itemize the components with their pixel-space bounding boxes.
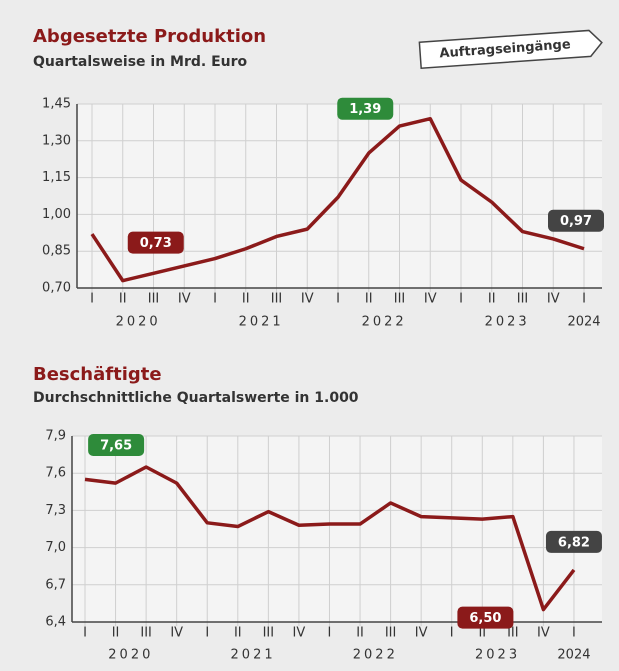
value-label-text: 6,82 [558, 535, 590, 550]
y-tick-label: 6,7 [45, 577, 66, 592]
value-label-text: 7,65 [100, 439, 132, 454]
x-tick-label: IV [415, 626, 428, 641]
y-tick-label: 1,15 [42, 170, 71, 185]
y-tick-label: 7,6 [45, 466, 66, 481]
x-tick-label: II [365, 292, 373, 307]
x-tick-label: IV [293, 626, 306, 641]
x-tick-label: II [234, 626, 242, 641]
year-label: 2023 [475, 648, 520, 663]
year-label: 2020 [108, 648, 153, 663]
value-label-box [88, 434, 145, 456]
x-tick-label: III [517, 292, 529, 307]
x-tick-label: III [394, 292, 406, 307]
y-tick-label: 7,9 [45, 429, 66, 444]
value-label-text: 0,97 [560, 214, 592, 229]
data-line [84, 465, 576, 612]
x-tick-label: IV [424, 292, 437, 307]
year-label: 2021 [239, 315, 284, 330]
year-label: 2023 [485, 315, 530, 330]
value-label-text: 0,73 [140, 236, 172, 251]
x-tick-label: II [112, 626, 120, 641]
value-label-box [127, 231, 184, 254]
value-label: 1,39 [337, 97, 394, 120]
value-label-box [337, 97, 394, 120]
x-tick-label: I [450, 626, 454, 641]
x-tick-label: IV [178, 292, 191, 307]
y-tick-label: 7,0 [45, 540, 66, 555]
x-tick-label: III [148, 292, 160, 307]
value-label: 7,65 [88, 434, 145, 456]
value-label: 6,50 [457, 606, 514, 629]
y-tick-label: 1,00 [42, 207, 71, 222]
x-tick-label: I [213, 292, 217, 307]
x-tick-label: I [83, 626, 87, 641]
data-line [90, 116, 585, 283]
x-tick-label: II [119, 292, 127, 307]
year-label: 2024 [567, 315, 600, 330]
value-label-box [457, 606, 514, 629]
x-tick-label: I [90, 292, 94, 307]
x-tick-label: II [242, 292, 250, 307]
x-tick-label: III [271, 292, 283, 307]
value-label-text: 1,39 [349, 102, 381, 117]
value-label-text: 6,50 [469, 611, 501, 626]
y-tick-label: 0,85 [42, 244, 71, 259]
x-tick-label: I [572, 626, 576, 641]
x-tick-label: III [385, 626, 397, 641]
x-tick-label: IV [301, 292, 314, 307]
chart-subtitle: Durchschnittliche Quartalswerte in 1.000 [33, 390, 359, 406]
x-tick-label: IV [537, 626, 550, 641]
value-label: 6,82 [545, 530, 602, 553]
y-tick-label: 0,70 [42, 281, 71, 296]
x-tick-label: III [507, 626, 519, 641]
chart-title: Beschäftigte [33, 364, 162, 385]
tab-button[interactable]: Auftragseingänge [418, 29, 603, 70]
x-tick-label: I [205, 626, 209, 641]
chart-subtitle: Quartalsweise in Mrd. Euro [33, 54, 248, 70]
value-label-box [545, 530, 602, 553]
value-label: 0,73 [127, 231, 184, 254]
tab-shape[interactable] [418, 29, 603, 70]
x-tick-label: II [478, 626, 486, 641]
plot-area [72, 436, 602, 622]
year-label: 2022 [362, 315, 407, 330]
x-tick-label: II [356, 626, 364, 641]
value-label-box [548, 209, 604, 232]
x-tick-label: I [459, 292, 463, 307]
y-tick-label: 7,3 [45, 503, 66, 518]
chart-title: Abgesetzte Produktion [33, 26, 266, 47]
x-tick-label: III [140, 626, 152, 641]
year-label: 2020 [116, 315, 161, 330]
x-tick-label: I [328, 626, 332, 641]
x-tick-label: I [336, 292, 340, 307]
value-label: 0,97 [548, 209, 604, 232]
year-label: 2022 [353, 648, 398, 663]
y-tick-label: 1,30 [42, 133, 71, 148]
y-tick-label: 1,45 [42, 97, 71, 112]
year-label: 2024 [557, 648, 590, 663]
x-tick-label: I [582, 292, 586, 307]
x-tick-label: IV [170, 626, 183, 641]
year-label: 2021 [231, 648, 276, 663]
x-tick-label: IV [547, 292, 560, 307]
y-tick-label: 6,4 [45, 615, 66, 630]
x-tick-label: II [488, 292, 496, 307]
x-tick-label: III [263, 626, 275, 641]
